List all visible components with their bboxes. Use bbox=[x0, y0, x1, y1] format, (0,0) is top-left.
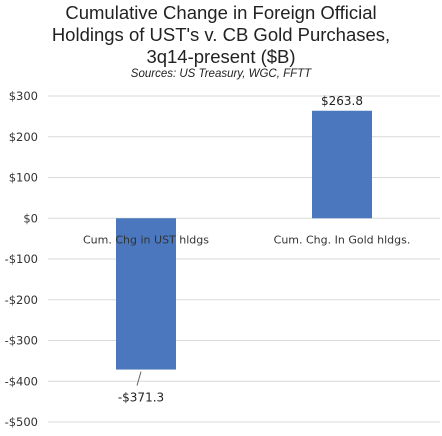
y-tick-label: $0 bbox=[23, 211, 38, 225]
y-tick-label: -$400 bbox=[5, 374, 38, 388]
category-label: Cum. Chg. In Gold hldgs. bbox=[274, 233, 411, 246]
category-label: Cum. Chg in UST hldgs bbox=[83, 233, 209, 246]
data-label-leader bbox=[136, 371, 142, 386]
chart-title-line-1: Cumulative Change in Foreign Official bbox=[65, 2, 377, 23]
chart-title-line-3: 3q14-present ($B) bbox=[146, 46, 296, 67]
chart-title-line-2: Holdings of UST's v. CB Gold Purchases, bbox=[51, 24, 391, 45]
y-tick-label: -$300 bbox=[5, 334, 38, 348]
bar bbox=[116, 218, 176, 370]
y-tick-label: $100 bbox=[9, 171, 38, 185]
y-tick-label: $300 bbox=[9, 89, 38, 103]
data-label: $263.8 bbox=[321, 94, 363, 108]
bar bbox=[312, 110, 372, 219]
chart-subtitle: Sources: US Treasury, WGC, FFTT bbox=[130, 68, 312, 80]
y-tick-label: -$500 bbox=[5, 415, 38, 429]
y-tick-label: $200 bbox=[9, 130, 38, 144]
y-tick-label: -$100 bbox=[5, 252, 38, 266]
y-tick-label: -$200 bbox=[5, 293, 38, 307]
data-label: -$371.3 bbox=[118, 391, 164, 405]
